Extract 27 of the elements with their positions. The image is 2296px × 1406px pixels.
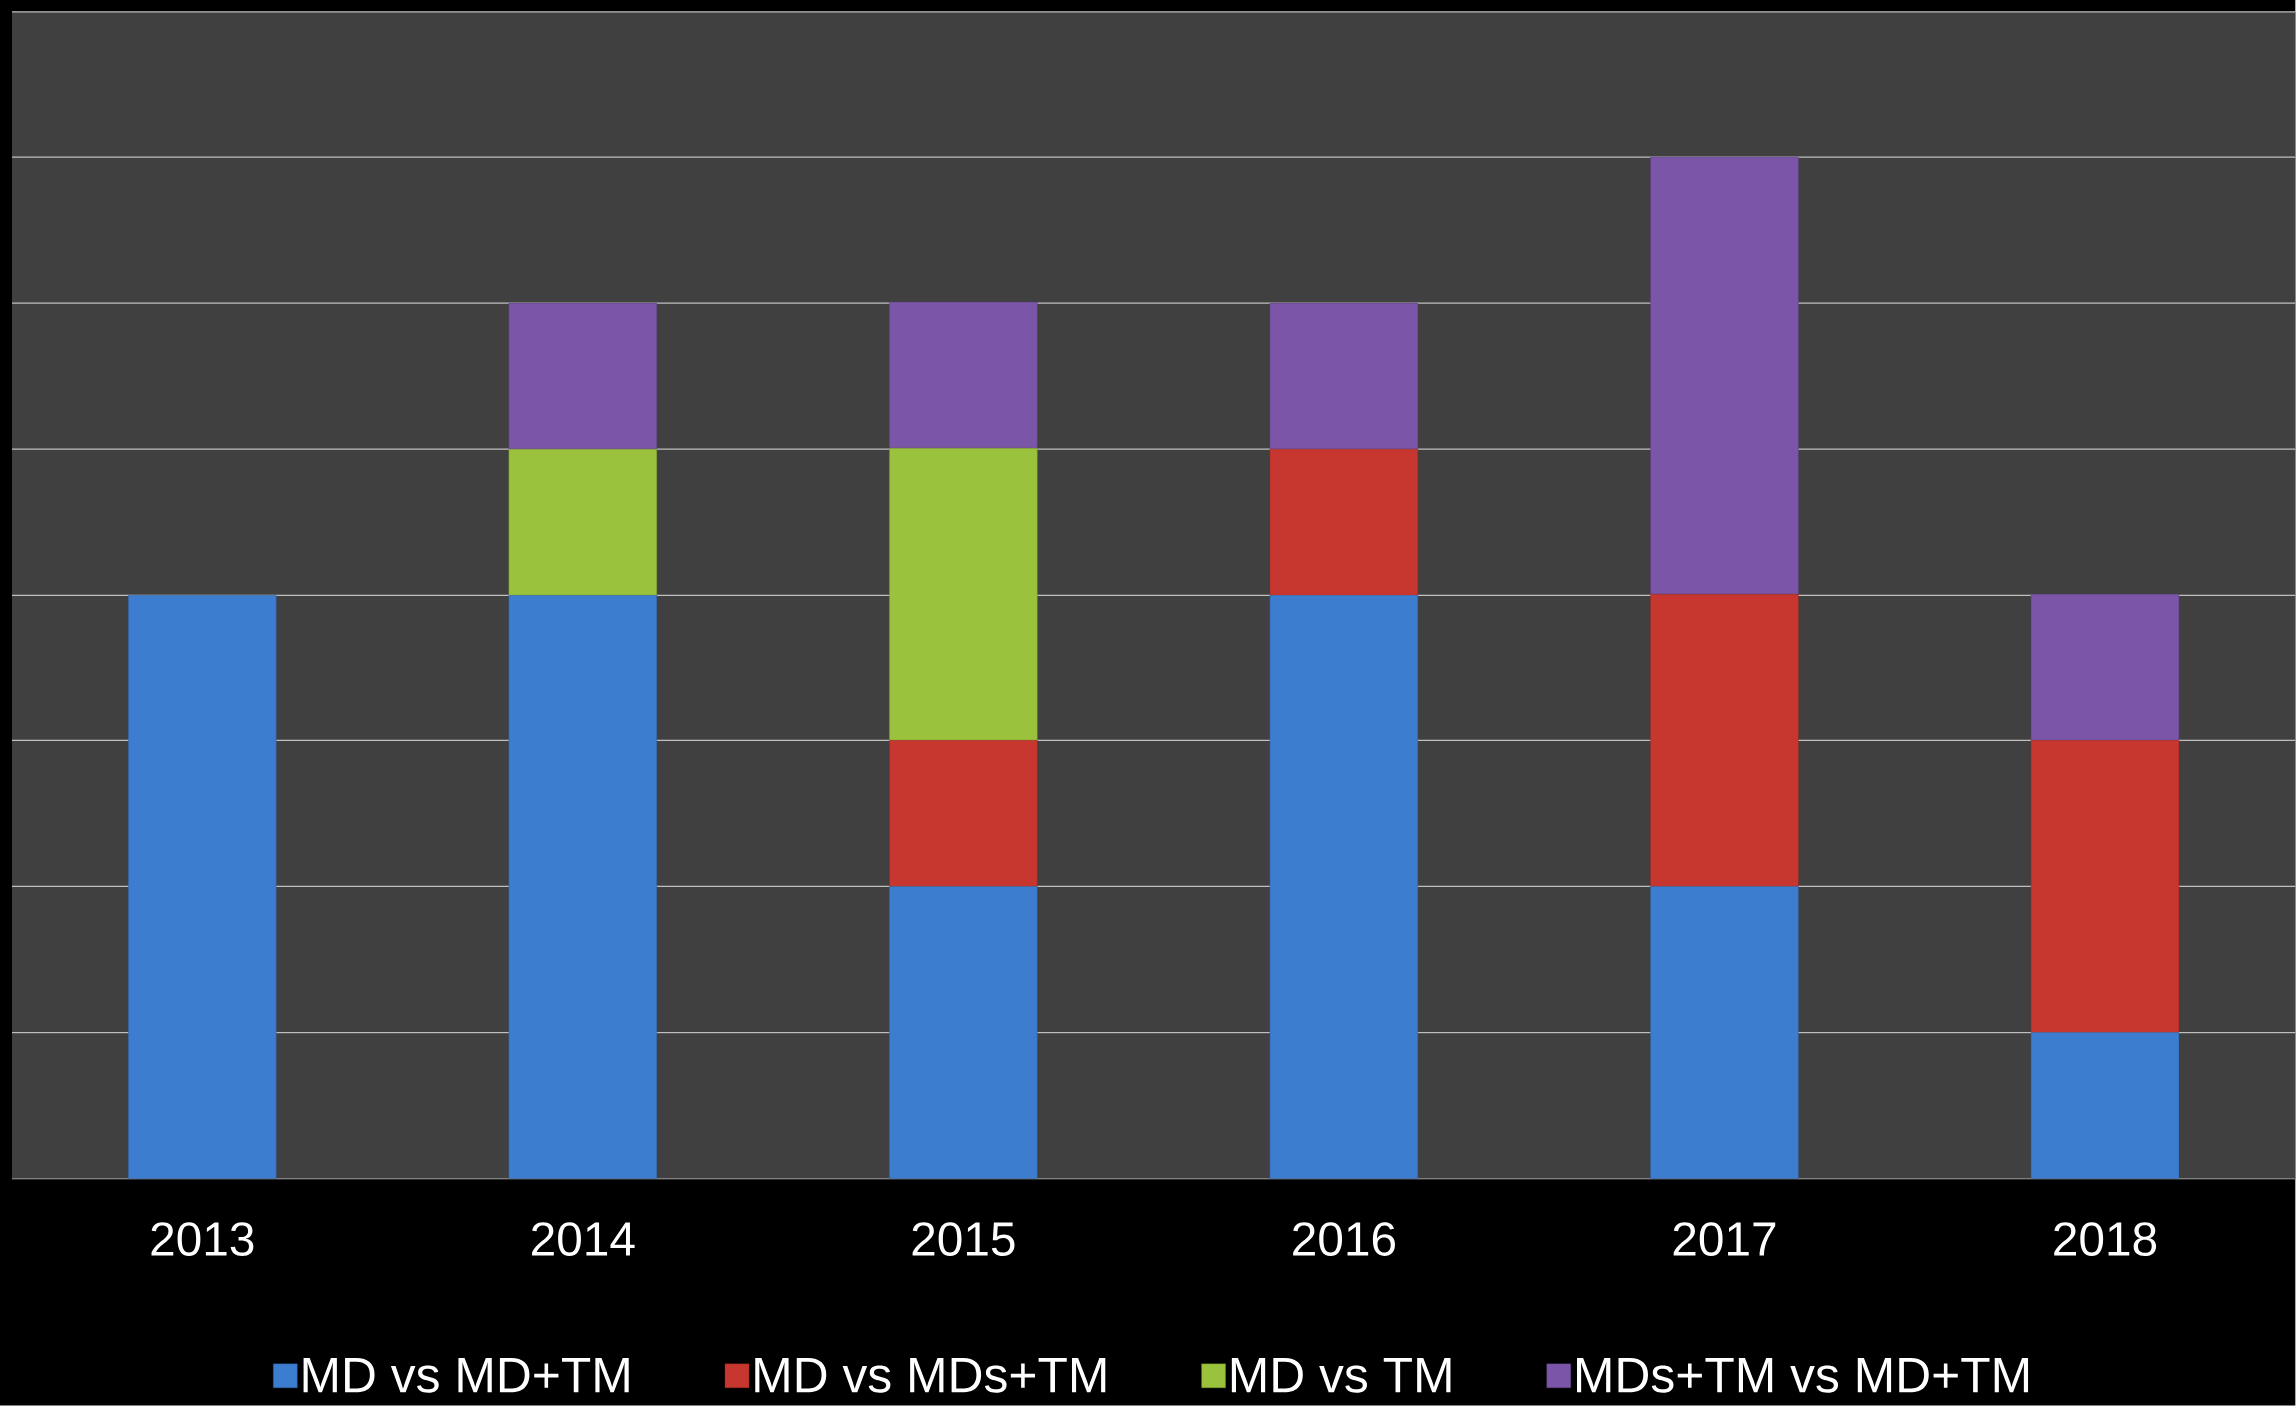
bar	[2030, 740, 2180, 1033]
bar	[889, 302, 1038, 449]
legend-label: MDs+TM vs MD+TM	[1577, 1358, 2029, 1393]
bar	[889, 448, 1038, 741]
bar	[508, 449, 657, 596]
bar	[889, 740, 1038, 887]
legend-label: MD vs MD+TM	[303, 1358, 629, 1393]
bar	[2030, 1032, 2180, 1179]
bar	[508, 595, 657, 1179]
bar	[1650, 594, 1799, 887]
bar	[128, 595, 277, 1179]
x-tick-label: 2016	[1293, 1222, 1395, 1257]
bar	[1650, 886, 1799, 1179]
x-tick-label: 2014	[532, 1222, 635, 1257]
bar	[1269, 595, 1419, 1179]
bar	[1650, 157, 1799, 595]
x-tick-label: 2018	[2054, 1222, 2157, 1257]
x-tick-label: 2013	[151, 1222, 254, 1257]
bar	[889, 886, 1038, 1179]
x-tick-label: 2015	[912, 1222, 1015, 1257]
legend-label: MD vs MDs+TM	[755, 1358, 1106, 1393]
legend-label: MD vs TM	[1231, 1358, 1451, 1393]
bar	[2030, 594, 2180, 741]
bar	[1269, 303, 1419, 450]
x-tick-label: 2017	[1673, 1222, 1776, 1257]
bar	[508, 303, 657, 450]
bar	[1269, 449, 1419, 596]
